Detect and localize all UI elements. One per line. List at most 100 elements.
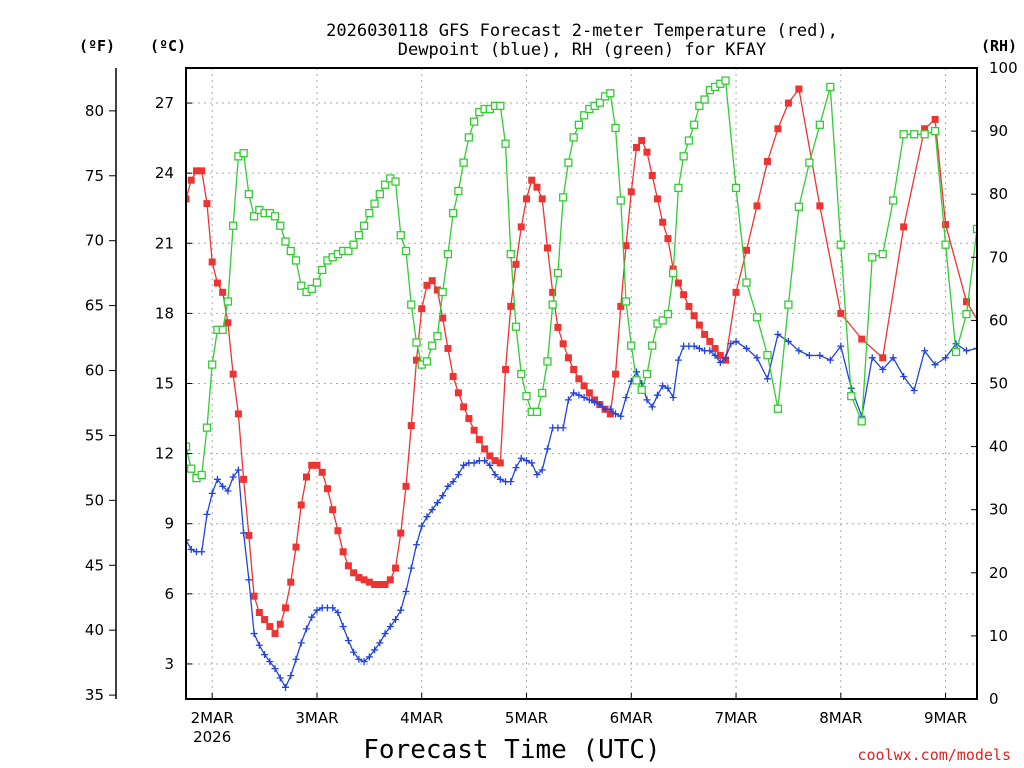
dewpoint-point <box>543 445 551 453</box>
temperature-point <box>648 172 656 180</box>
temperature-point <box>423 281 431 289</box>
rh-point <box>684 136 694 145</box>
temperature-point <box>219 288 227 296</box>
temperature-point <box>271 630 279 638</box>
temperature-point <box>245 531 253 539</box>
dewpoint-point <box>596 401 604 409</box>
rh-point <box>538 388 547 398</box>
dewpoint-point <box>308 613 316 621</box>
x-tick-label: 8MAR <box>819 709 862 727</box>
rh-point <box>517 369 526 379</box>
fahrenheit-tick-label: 45 <box>85 556 104 574</box>
dewpoint-point <box>664 384 672 392</box>
rh-point <box>857 417 866 426</box>
rh-point <box>695 101 704 111</box>
rh-tick-label: 40 <box>989 438 1008 456</box>
temperature-point <box>376 580 384 588</box>
dewpoint-point <box>350 648 358 656</box>
dewpoint-point <box>386 623 394 631</box>
temperature-point <box>837 309 845 317</box>
dewpoint-point <box>234 466 242 474</box>
rh-point <box>443 249 453 259</box>
temperature-point <box>653 195 661 203</box>
celsius-tick-label: 6 <box>164 585 174 603</box>
dewpoint-point <box>198 548 206 556</box>
fahrenheit-tick-label: 60 <box>85 362 104 380</box>
dewpoint-point <box>722 354 730 362</box>
rh-point <box>370 199 379 208</box>
temperature-point <box>203 200 211 208</box>
temperature-point <box>329 506 337 514</box>
rh-point <box>616 196 625 205</box>
rh-point <box>941 240 950 249</box>
series <box>186 76 1022 691</box>
dewpoint-point <box>533 471 541 479</box>
rh-point <box>187 464 196 473</box>
dewpoint-point <box>653 391 661 399</box>
dewpoint-point <box>889 354 897 362</box>
rh-point <box>574 120 584 129</box>
temperature-point <box>517 223 525 231</box>
temperature-point <box>617 302 625 310</box>
dewpoint-point <box>240 529 248 537</box>
rh-point <box>700 95 709 104</box>
rh-point <box>721 76 730 85</box>
temperature-point <box>302 473 310 481</box>
temperature-point <box>496 459 504 467</box>
temperature-point <box>439 314 447 322</box>
rh-point <box>752 313 762 322</box>
temperature-point <box>711 344 719 352</box>
temperature-point <box>538 195 546 203</box>
temperature-point <box>879 354 887 362</box>
temperature-point <box>240 475 248 483</box>
rh-point <box>312 278 322 287</box>
temperature-point <box>397 529 405 537</box>
dewpoint-point <box>245 576 253 584</box>
dewpoint-point <box>564 396 572 404</box>
rh-point <box>553 268 563 278</box>
temperature-point <box>1015 216 1022 223</box>
dewpoint-point <box>449 478 457 486</box>
dewpoint-point <box>774 330 782 338</box>
rh-line <box>186 79 977 479</box>
rh-tick-label: 0 <box>989 690 999 708</box>
temperature-point <box>763 157 771 165</box>
temperature-point <box>255 609 263 617</box>
rh-point <box>186 442 191 451</box>
rh-point <box>464 133 474 142</box>
temperature-point <box>318 468 326 476</box>
temperature-point <box>931 115 939 123</box>
temperature-point <box>407 422 415 430</box>
temperature-point <box>942 221 950 229</box>
rh-point <box>459 158 468 167</box>
dewpoint-point <box>329 604 337 612</box>
temperature-point <box>250 592 258 600</box>
rh-point <box>244 190 254 199</box>
dewpoint-point <box>392 616 400 624</box>
fahrenheit-tick-label: 70 <box>85 232 104 250</box>
temperature-point <box>229 370 237 378</box>
rh-point <box>291 256 301 265</box>
fahrenheit-tick-label: 65 <box>85 297 104 315</box>
temperature-point <box>502 365 510 373</box>
temperature-point <box>743 246 751 254</box>
temperature-point <box>716 351 724 359</box>
dewpoint-point <box>612 410 620 418</box>
dewpoint-point <box>643 396 651 404</box>
temperature-point <box>522 195 530 203</box>
rh-point <box>972 224 977 234</box>
chart-title-line-1: 2026030118 GFS Forecast 2-meter Temperat… <box>326 21 838 41</box>
temperature-point <box>475 436 483 444</box>
dewpoint-point <box>942 354 950 362</box>
temperature-point <box>528 176 536 184</box>
celsius-unit-label: (ºC) <box>150 37 186 55</box>
rh-tick-label: 100 <box>989 59 1018 77</box>
rh-point <box>569 133 578 142</box>
dewpoint-point <box>439 492 447 500</box>
rh-point <box>742 278 751 287</box>
dewpoint-point <box>250 630 258 638</box>
rh-point <box>930 126 940 136</box>
rh-point <box>679 152 688 161</box>
dewpoint-point <box>371 646 379 654</box>
temperature-point <box>486 452 494 460</box>
